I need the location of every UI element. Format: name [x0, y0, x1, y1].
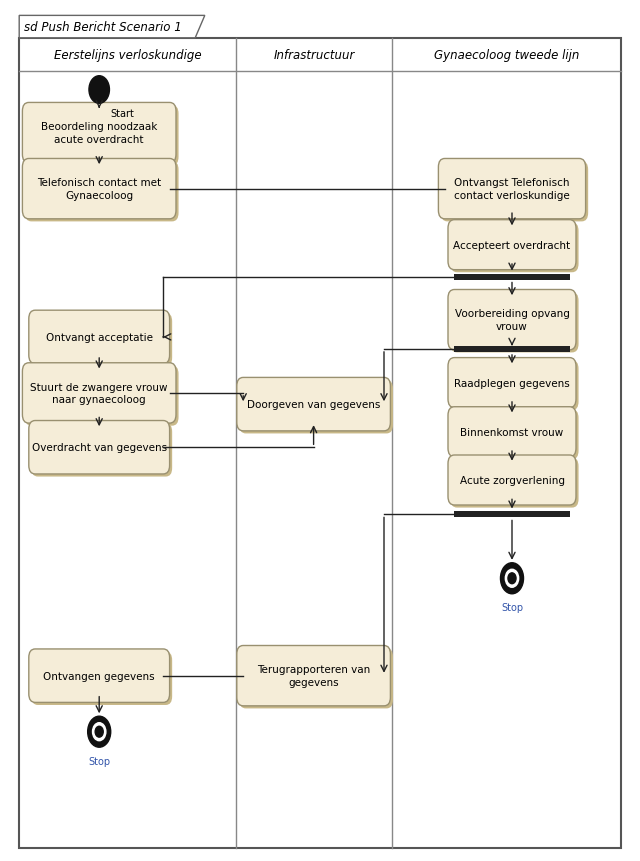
Text: Start: Start [111, 109, 134, 120]
Text: Infrastructuur: Infrastructuur [273, 48, 355, 62]
FancyBboxPatch shape [451, 410, 579, 460]
Text: Doorgeven van gegevens: Doorgeven van gegevens [247, 400, 380, 410]
Text: Beoordeling noodzaak
acute overdracht: Beoordeling noodzaak acute overdracht [41, 122, 157, 145]
Text: Overdracht van gegevens: Overdracht van gegevens [31, 443, 167, 453]
FancyBboxPatch shape [237, 378, 390, 431]
Text: Ontvangst Telefonisch
contact verloskundige: Ontvangst Telefonisch contact verloskund… [454, 178, 570, 201]
Text: Ontvangen gegevens: Ontvangen gegevens [44, 671, 155, 681]
Circle shape [506, 570, 518, 587]
Text: Binnenkomst vrouw: Binnenkomst vrouw [460, 427, 564, 437]
Circle shape [89, 77, 109, 104]
FancyBboxPatch shape [29, 421, 170, 474]
Text: Eerstelijns verloskundige: Eerstelijns verloskundige [54, 48, 202, 62]
FancyBboxPatch shape [22, 159, 176, 220]
Polygon shape [19, 16, 205, 39]
FancyBboxPatch shape [448, 290, 576, 350]
Text: Terugrapporteren van
gegevens: Terugrapporteren van gegevens [257, 665, 370, 687]
Text: Stop: Stop [88, 756, 110, 766]
Text: Accepteert overdracht: Accepteert overdracht [453, 240, 571, 251]
Text: Acute zorgverlening: Acute zorgverlening [460, 475, 564, 486]
Text: Ontvangt acceptatie: Ontvangt acceptatie [45, 332, 153, 343]
Circle shape [88, 716, 111, 747]
Bar [454, 511, 570, 517]
Text: Stuurt de zwangere vrouw
naar gynaecoloog: Stuurt de zwangere vrouw naar gynaecoloo… [31, 382, 168, 405]
Circle shape [95, 727, 103, 737]
Bar [454, 274, 570, 280]
FancyBboxPatch shape [29, 311, 170, 364]
FancyBboxPatch shape [448, 407, 576, 457]
FancyBboxPatch shape [25, 106, 179, 166]
FancyBboxPatch shape [22, 363, 176, 424]
Text: Gynaecoloog tweede lijn: Gynaecoloog tweede lijn [434, 48, 579, 62]
FancyBboxPatch shape [22, 103, 176, 164]
FancyBboxPatch shape [239, 381, 393, 434]
FancyBboxPatch shape [237, 646, 390, 706]
FancyBboxPatch shape [29, 649, 170, 703]
Text: Telefonisch contact met
Gynaecoloog: Telefonisch contact met Gynaecoloog [37, 178, 161, 201]
FancyBboxPatch shape [451, 458, 579, 508]
FancyBboxPatch shape [239, 648, 393, 709]
Circle shape [500, 563, 524, 594]
FancyBboxPatch shape [438, 159, 586, 220]
FancyBboxPatch shape [451, 293, 579, 353]
FancyBboxPatch shape [25, 162, 179, 222]
FancyBboxPatch shape [451, 361, 579, 411]
FancyBboxPatch shape [31, 313, 172, 367]
FancyBboxPatch shape [448, 455, 576, 505]
Circle shape [93, 723, 106, 740]
Bar [454, 346, 570, 353]
Text: Voorbereiding opvang
vrouw: Voorbereiding opvang vrouw [454, 309, 570, 331]
Text: Stop: Stop [501, 603, 523, 613]
FancyBboxPatch shape [448, 358, 576, 408]
Circle shape [508, 573, 516, 584]
Text: sd Push Bericht Scenario 1: sd Push Bericht Scenario 1 [24, 21, 182, 34]
FancyBboxPatch shape [31, 424, 172, 477]
FancyBboxPatch shape [451, 223, 579, 273]
FancyBboxPatch shape [25, 366, 179, 426]
FancyBboxPatch shape [31, 652, 172, 705]
Text: Raadplegen gegevens: Raadplegen gegevens [454, 378, 570, 388]
FancyBboxPatch shape [441, 162, 588, 222]
FancyBboxPatch shape [448, 220, 576, 270]
